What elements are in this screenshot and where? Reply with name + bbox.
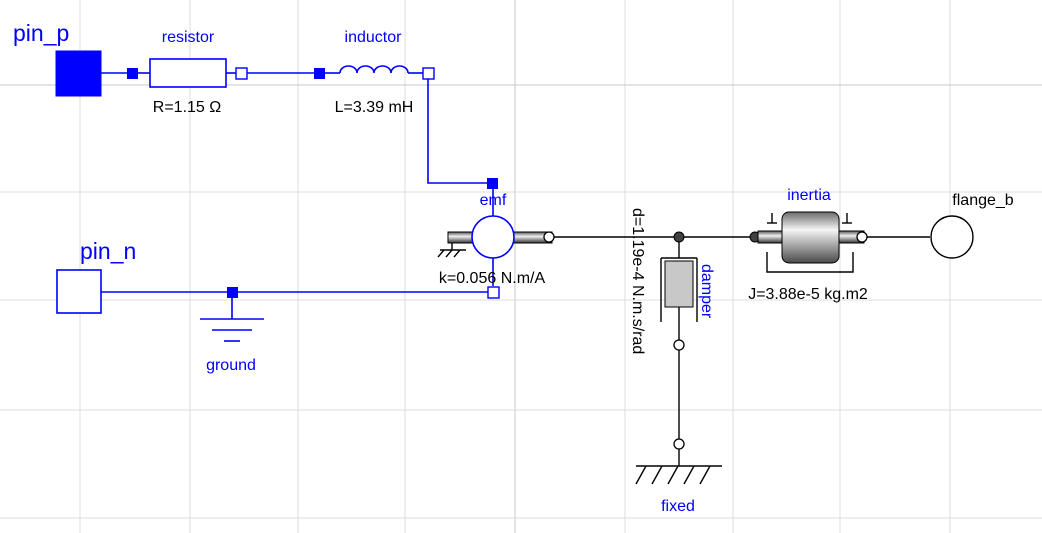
mechanical-junction [673,231,685,243]
damper-name: damper [698,264,715,319]
flange-b-label: flange_b [952,192,1013,209]
inductor-component[interactable] [314,65,435,80]
resistor-name: resistor [162,29,215,46]
damper-component[interactable] [660,257,698,351]
inertia-param: J=3.88e-5 kg.m2 [748,286,868,303]
ground-pin[interactable] [227,287,238,298]
pin-p-connector[interactable] [55,50,102,97]
emf-pin-p[interactable] [487,178,498,189]
inertia-flange-b[interactable] [856,231,868,243]
damper-param: d=1.19e-4 N.m.s/rad [629,208,646,354]
emf-param: k=0.056 N.m/A [439,270,546,287]
flange-b-connector[interactable] [930,215,974,259]
inductor-param: L=3.39 mH [335,99,414,116]
electrical-wires [100,72,490,293]
fixed-component[interactable] [635,438,722,485]
emf-component[interactable] [437,178,555,299]
inertia-component[interactable] [749,211,868,273]
emf-name: emf [480,192,507,209]
resistor-pin-p[interactable] [127,68,138,79]
emf-flange[interactable] [543,231,555,243]
fixed-name: fixed [661,498,695,515]
pin-n-connector[interactable] [56,269,102,314]
inertia-name: inertia [787,187,831,204]
inductor-pin-p[interactable] [314,68,325,79]
inductor-pin-n[interactable] [422,67,435,80]
mechanical-wires [554,236,930,440]
pin-p-label: pin_p [13,20,69,46]
inductor-name: inductor [345,29,403,46]
resistor-component[interactable] [127,58,248,88]
emf-pin-n[interactable] [487,286,500,299]
damper-flange-b[interactable] [673,339,685,351]
ground-name: ground [206,357,256,374]
ground-component[interactable] [200,287,264,342]
pin-n-label: pin_n [80,238,136,264]
fixed-flange[interactable] [673,438,685,450]
resistor-pin-n[interactable] [235,67,248,80]
resistor-param: R=1.15 Ω [153,99,221,116]
